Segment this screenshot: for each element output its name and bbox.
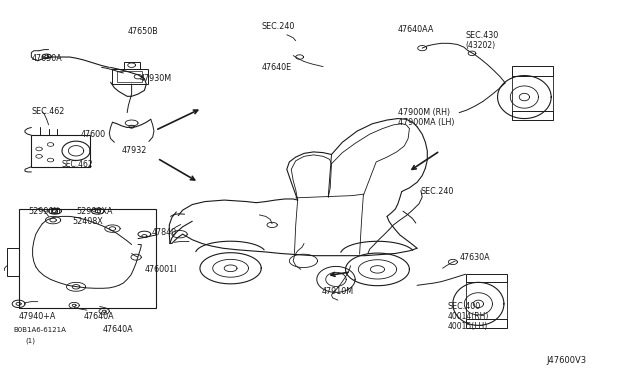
Text: 47940+A: 47940+A: [19, 312, 56, 321]
Text: 47600: 47600: [81, 130, 106, 140]
Text: SEC.240: SEC.240: [421, 187, 454, 196]
Bar: [113, 68, 148, 84]
Text: 47640AA: 47640AA: [398, 25, 435, 34]
Text: 52990X: 52990X: [28, 207, 59, 216]
Text: 40014(RH): 40014(RH): [448, 312, 489, 321]
Text: 47640A: 47640A: [84, 312, 115, 321]
Text: 47840: 47840: [152, 228, 177, 237]
Text: SEC.400: SEC.400: [448, 302, 481, 311]
Text: 47650A: 47650A: [31, 54, 62, 62]
Text: 476001I: 476001I: [145, 265, 177, 274]
Bar: [124, 62, 140, 68]
Bar: [117, 71, 143, 82]
Text: 52990XA: 52990XA: [76, 207, 113, 216]
Text: 47910M: 47910M: [321, 287, 353, 296]
Text: 47640E: 47640E: [261, 63, 291, 72]
Text: B0B1A6-6121A: B0B1A6-6121A: [13, 327, 67, 333]
Text: 47930M: 47930M: [140, 74, 172, 83]
Bar: [466, 320, 507, 328]
Text: 47900M (RH): 47900M (RH): [398, 108, 450, 117]
Text: 47650B: 47650B: [127, 26, 158, 36]
Bar: [466, 274, 507, 282]
Bar: [511, 111, 553, 120]
Text: SEC.430: SEC.430: [466, 31, 499, 41]
Text: SEC.462: SEC.462: [61, 160, 93, 169]
Text: SEC.462: SEC.462: [31, 108, 65, 116]
Text: 47932: 47932: [122, 146, 147, 155]
Text: 52408X: 52408X: [72, 217, 103, 226]
Bar: [31, 135, 90, 167]
Text: 47640A: 47640A: [103, 325, 134, 334]
Text: J47600V3: J47600V3: [547, 356, 587, 365]
Text: 40015(LH): 40015(LH): [448, 321, 488, 331]
Text: SEC.240: SEC.240: [261, 22, 294, 31]
Text: 47900MA (LH): 47900MA (LH): [398, 118, 454, 127]
Bar: [7, 248, 19, 276]
Text: 47630A: 47630A: [460, 253, 490, 262]
Bar: [511, 66, 553, 76]
Bar: [19, 209, 156, 308]
Text: (1): (1): [25, 338, 35, 344]
Bar: [51, 208, 60, 213]
Text: (43202): (43202): [466, 41, 496, 51]
